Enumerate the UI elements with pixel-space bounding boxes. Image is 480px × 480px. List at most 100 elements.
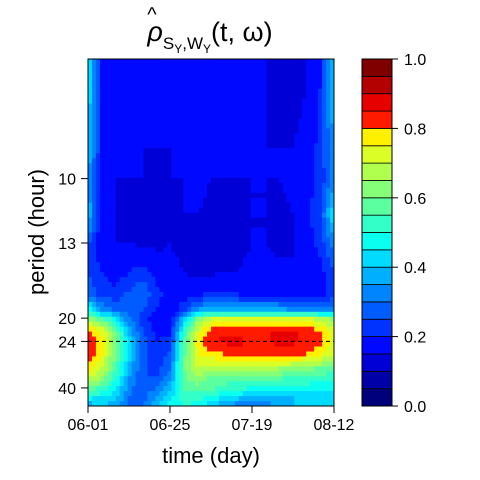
heat-cell — [230, 321, 236, 328]
heat-cell — [99, 88, 105, 95]
heat-cell — [95, 371, 101, 377]
heat-cell — [167, 341, 172, 348]
heat-cell — [270, 287, 276, 293]
heat-cell — [211, 103, 216, 110]
heat-cell — [298, 287, 303, 293]
heat-cell — [226, 287, 232, 293]
heat-cell — [318, 386, 323, 392]
heat-cell — [139, 118, 145, 125]
heat-cell — [119, 222, 125, 229]
heat-cell — [250, 316, 256, 323]
heat-cell — [88, 331, 93, 338]
heat-cell — [218, 133, 224, 139]
heat-cell — [262, 202, 268, 209]
heat-cell — [290, 361, 295, 367]
heat-cell — [294, 138, 299, 144]
heat-cell — [322, 103, 327, 110]
heat-cell — [171, 242, 176, 248]
heat-cell — [218, 287, 224, 293]
heat-cell — [302, 336, 307, 343]
heat-cell — [119, 287, 125, 293]
heat-cell — [274, 128, 280, 134]
heat-cell — [147, 381, 153, 387]
heat-cell — [203, 212, 208, 219]
heat-cell — [262, 306, 268, 313]
heat-cell — [222, 182, 228, 189]
heat-cell — [270, 252, 276, 258]
heat-cell — [326, 133, 331, 139]
heat-cell — [330, 356, 334, 362]
heat-cell — [183, 306, 188, 313]
heat-cell — [183, 59, 188, 65]
heat-cell — [211, 113, 216, 120]
heat-cell — [266, 282, 272, 288]
heat-cell — [250, 158, 256, 164]
heat-cell — [135, 272, 141, 278]
heat-cell — [211, 197, 216, 204]
title-sub1: S — [163, 34, 174, 53]
heat-cell — [95, 68, 101, 75]
heat-cell — [322, 371, 327, 377]
heat-cell — [286, 371, 291, 377]
heat-cell — [262, 237, 268, 244]
heat-cell — [246, 257, 252, 263]
heat-cell — [310, 341, 315, 348]
heat-cell — [286, 277, 291, 283]
heat-cell — [270, 326, 276, 333]
heat-cell — [278, 163, 284, 169]
heat-cell — [191, 401, 196, 406]
heat-cell — [286, 177, 291, 184]
heat-cell — [322, 63, 327, 70]
heat-cell — [111, 356, 117, 362]
heat-cell — [262, 83, 268, 90]
heat-cell — [294, 113, 299, 120]
heat-cell — [226, 282, 232, 288]
heat-cell — [242, 366, 248, 372]
heat-cell — [258, 148, 264, 154]
heat-cell — [167, 197, 172, 204]
heat-cell — [330, 123, 334, 129]
heat-cell — [155, 123, 161, 129]
heat-cell — [270, 306, 276, 313]
heat-cell — [163, 282, 168, 288]
heat-cell — [199, 227, 204, 234]
heat-cell — [139, 272, 145, 278]
heat-cell — [226, 267, 232, 273]
heat-cell — [211, 237, 216, 244]
heat-cell — [250, 257, 256, 263]
heat-cell — [322, 217, 327, 224]
heat-cell — [107, 88, 113, 95]
heat-cell — [199, 252, 204, 258]
heat-cell — [218, 168, 224, 174]
heat-cell — [258, 326, 264, 333]
heat-cell — [298, 351, 303, 358]
heat-cell — [107, 158, 113, 164]
heat-cell — [306, 232, 311, 239]
heat-cell — [127, 113, 133, 120]
heat-cell — [234, 376, 240, 382]
heat-cell — [139, 143, 145, 149]
heat-cell — [246, 143, 252, 149]
heat-cell — [187, 306, 192, 313]
chart-title: ρSY,WY(t, ω) — [146, 17, 272, 56]
heat-cell — [111, 336, 117, 343]
heat-cell — [191, 346, 196, 353]
heat-cell — [167, 217, 172, 224]
heat-cell — [282, 376, 287, 382]
heat-cell — [131, 123, 137, 129]
heat-cell — [147, 346, 153, 353]
heat-cell — [294, 143, 299, 149]
heat-cell — [326, 192, 331, 199]
heat-cell — [163, 277, 168, 283]
heat-cell — [274, 177, 280, 184]
heat-cell — [258, 202, 264, 209]
heat-cell — [314, 143, 319, 149]
heat-cell — [230, 98, 236, 105]
heat-cell — [195, 296, 200, 303]
heat-cell — [302, 242, 307, 248]
heat-cell — [322, 153, 327, 159]
x-axis-label: time (day) — [162, 443, 260, 468]
heat-cell — [195, 282, 200, 288]
heat-cell — [139, 291, 145, 298]
